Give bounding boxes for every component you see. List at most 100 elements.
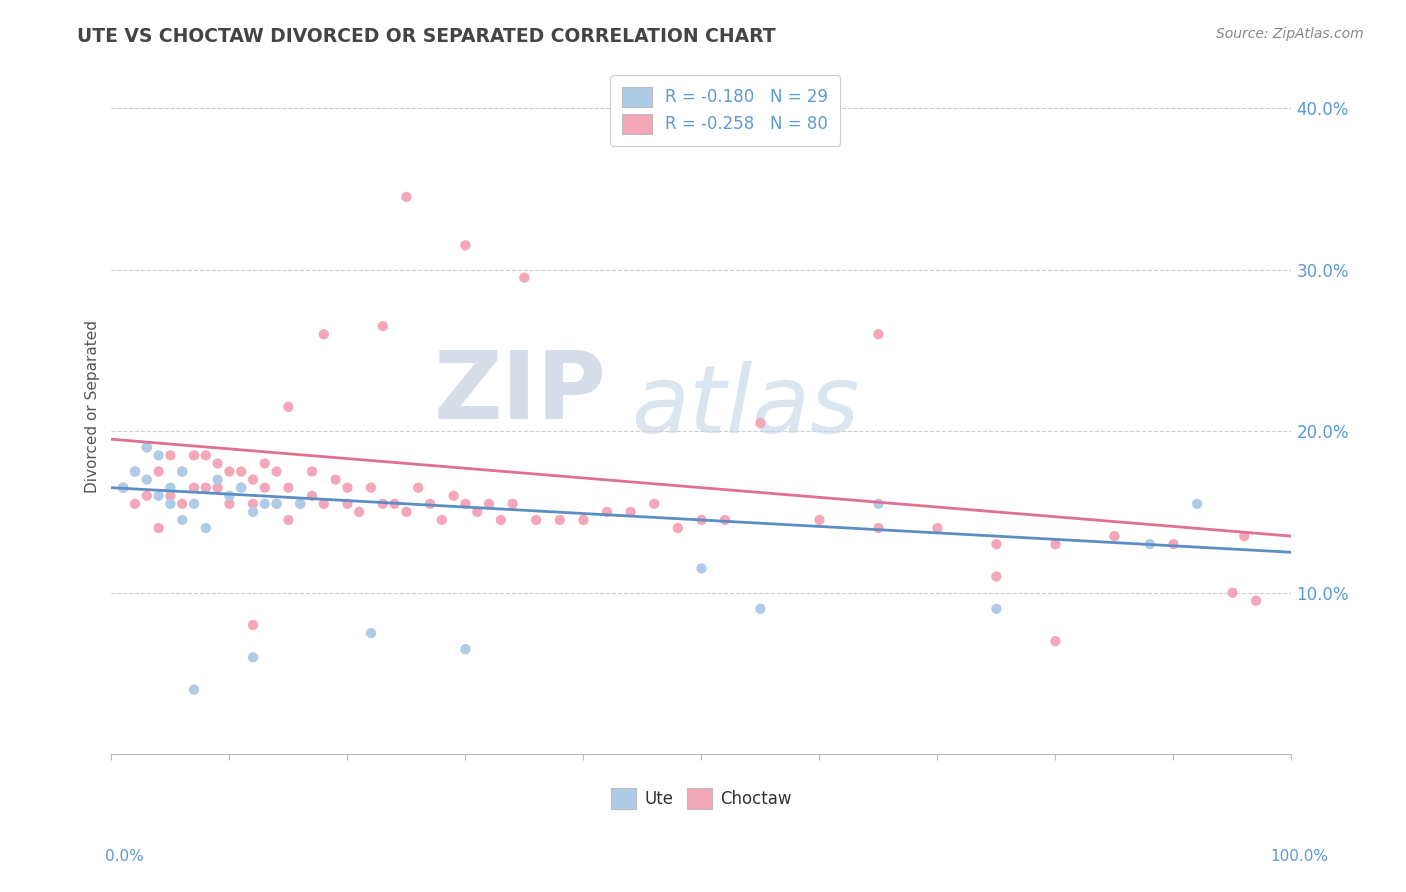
Point bbox=[194, 481, 217, 495]
Point bbox=[277, 513, 299, 527]
Point bbox=[253, 497, 276, 511]
Point bbox=[194, 448, 217, 462]
Point bbox=[183, 448, 205, 462]
Point bbox=[1163, 537, 1185, 551]
Point bbox=[194, 521, 217, 535]
Point bbox=[430, 513, 453, 527]
Point bbox=[135, 440, 157, 454]
Point bbox=[360, 481, 382, 495]
Point bbox=[172, 513, 194, 527]
Point bbox=[1104, 529, 1126, 543]
Point bbox=[159, 489, 181, 503]
Point bbox=[301, 465, 323, 479]
Point bbox=[1185, 497, 1208, 511]
Text: Source: ZipAtlas.com: Source: ZipAtlas.com bbox=[1216, 27, 1364, 41]
Point bbox=[266, 497, 288, 511]
Text: 0.0%: 0.0% bbox=[105, 849, 145, 864]
Point bbox=[159, 497, 181, 511]
Point bbox=[124, 497, 146, 511]
Point bbox=[666, 521, 689, 535]
Point bbox=[172, 465, 194, 479]
Point bbox=[242, 473, 264, 487]
Point bbox=[868, 327, 890, 342]
Point bbox=[1139, 537, 1161, 551]
Text: 100.0%: 100.0% bbox=[1271, 849, 1329, 864]
Point bbox=[231, 465, 253, 479]
Point bbox=[986, 537, 1008, 551]
Point bbox=[290, 497, 312, 511]
Point bbox=[218, 465, 240, 479]
Point bbox=[277, 400, 299, 414]
Point bbox=[808, 513, 831, 527]
Point bbox=[1233, 529, 1256, 543]
Point bbox=[406, 481, 429, 495]
Point bbox=[312, 327, 335, 342]
Point bbox=[218, 489, 240, 503]
Point bbox=[266, 497, 288, 511]
Point bbox=[371, 319, 394, 334]
Legend: Ute, Choctaw: Ute, Choctaw bbox=[605, 781, 799, 815]
Point bbox=[1045, 634, 1067, 648]
Point bbox=[218, 497, 240, 511]
Point bbox=[690, 513, 713, 527]
Text: UTE VS CHOCTAW DIVORCED OR SEPARATED CORRELATION CHART: UTE VS CHOCTAW DIVORCED OR SEPARATED COR… bbox=[77, 27, 776, 45]
Point bbox=[360, 626, 382, 640]
Point bbox=[749, 602, 772, 616]
Point bbox=[690, 561, 713, 575]
Point bbox=[419, 497, 441, 511]
Point bbox=[336, 497, 359, 511]
Text: atlas: atlas bbox=[631, 361, 859, 452]
Point bbox=[454, 497, 477, 511]
Point bbox=[395, 505, 418, 519]
Point bbox=[596, 505, 619, 519]
Point bbox=[135, 473, 157, 487]
Text: ZIP: ZIP bbox=[434, 347, 607, 439]
Point bbox=[301, 489, 323, 503]
Point bbox=[207, 457, 229, 471]
Point bbox=[207, 481, 229, 495]
Point bbox=[242, 505, 264, 519]
Point bbox=[148, 465, 170, 479]
Point bbox=[548, 513, 571, 527]
Point bbox=[443, 489, 465, 503]
Point bbox=[572, 513, 595, 527]
Point bbox=[159, 448, 181, 462]
Point bbox=[148, 489, 170, 503]
Point bbox=[124, 465, 146, 479]
Point bbox=[1045, 537, 1067, 551]
Point bbox=[266, 465, 288, 479]
Point bbox=[489, 513, 512, 527]
Point bbox=[172, 497, 194, 511]
Point bbox=[620, 505, 643, 519]
Point bbox=[312, 497, 335, 511]
Point bbox=[325, 473, 347, 487]
Point bbox=[986, 602, 1008, 616]
Point bbox=[172, 465, 194, 479]
Point bbox=[465, 505, 488, 519]
Y-axis label: Divorced or Separated: Divorced or Separated bbox=[86, 320, 100, 493]
Point bbox=[1222, 585, 1244, 599]
Point bbox=[290, 497, 312, 511]
Point bbox=[183, 497, 205, 511]
Point bbox=[135, 489, 157, 503]
Point bbox=[231, 481, 253, 495]
Point bbox=[336, 481, 359, 495]
Point bbox=[207, 473, 229, 487]
Point bbox=[253, 457, 276, 471]
Point bbox=[231, 481, 253, 495]
Point bbox=[454, 642, 477, 657]
Point bbox=[183, 682, 205, 697]
Point bbox=[242, 618, 264, 632]
Point bbox=[183, 481, 205, 495]
Point bbox=[148, 448, 170, 462]
Point bbox=[1244, 593, 1267, 607]
Point bbox=[112, 481, 135, 495]
Point bbox=[277, 481, 299, 495]
Point bbox=[384, 497, 406, 511]
Point bbox=[395, 190, 418, 204]
Point bbox=[124, 465, 146, 479]
Point bbox=[148, 521, 170, 535]
Point bbox=[347, 505, 370, 519]
Point bbox=[242, 497, 264, 511]
Point bbox=[112, 481, 135, 495]
